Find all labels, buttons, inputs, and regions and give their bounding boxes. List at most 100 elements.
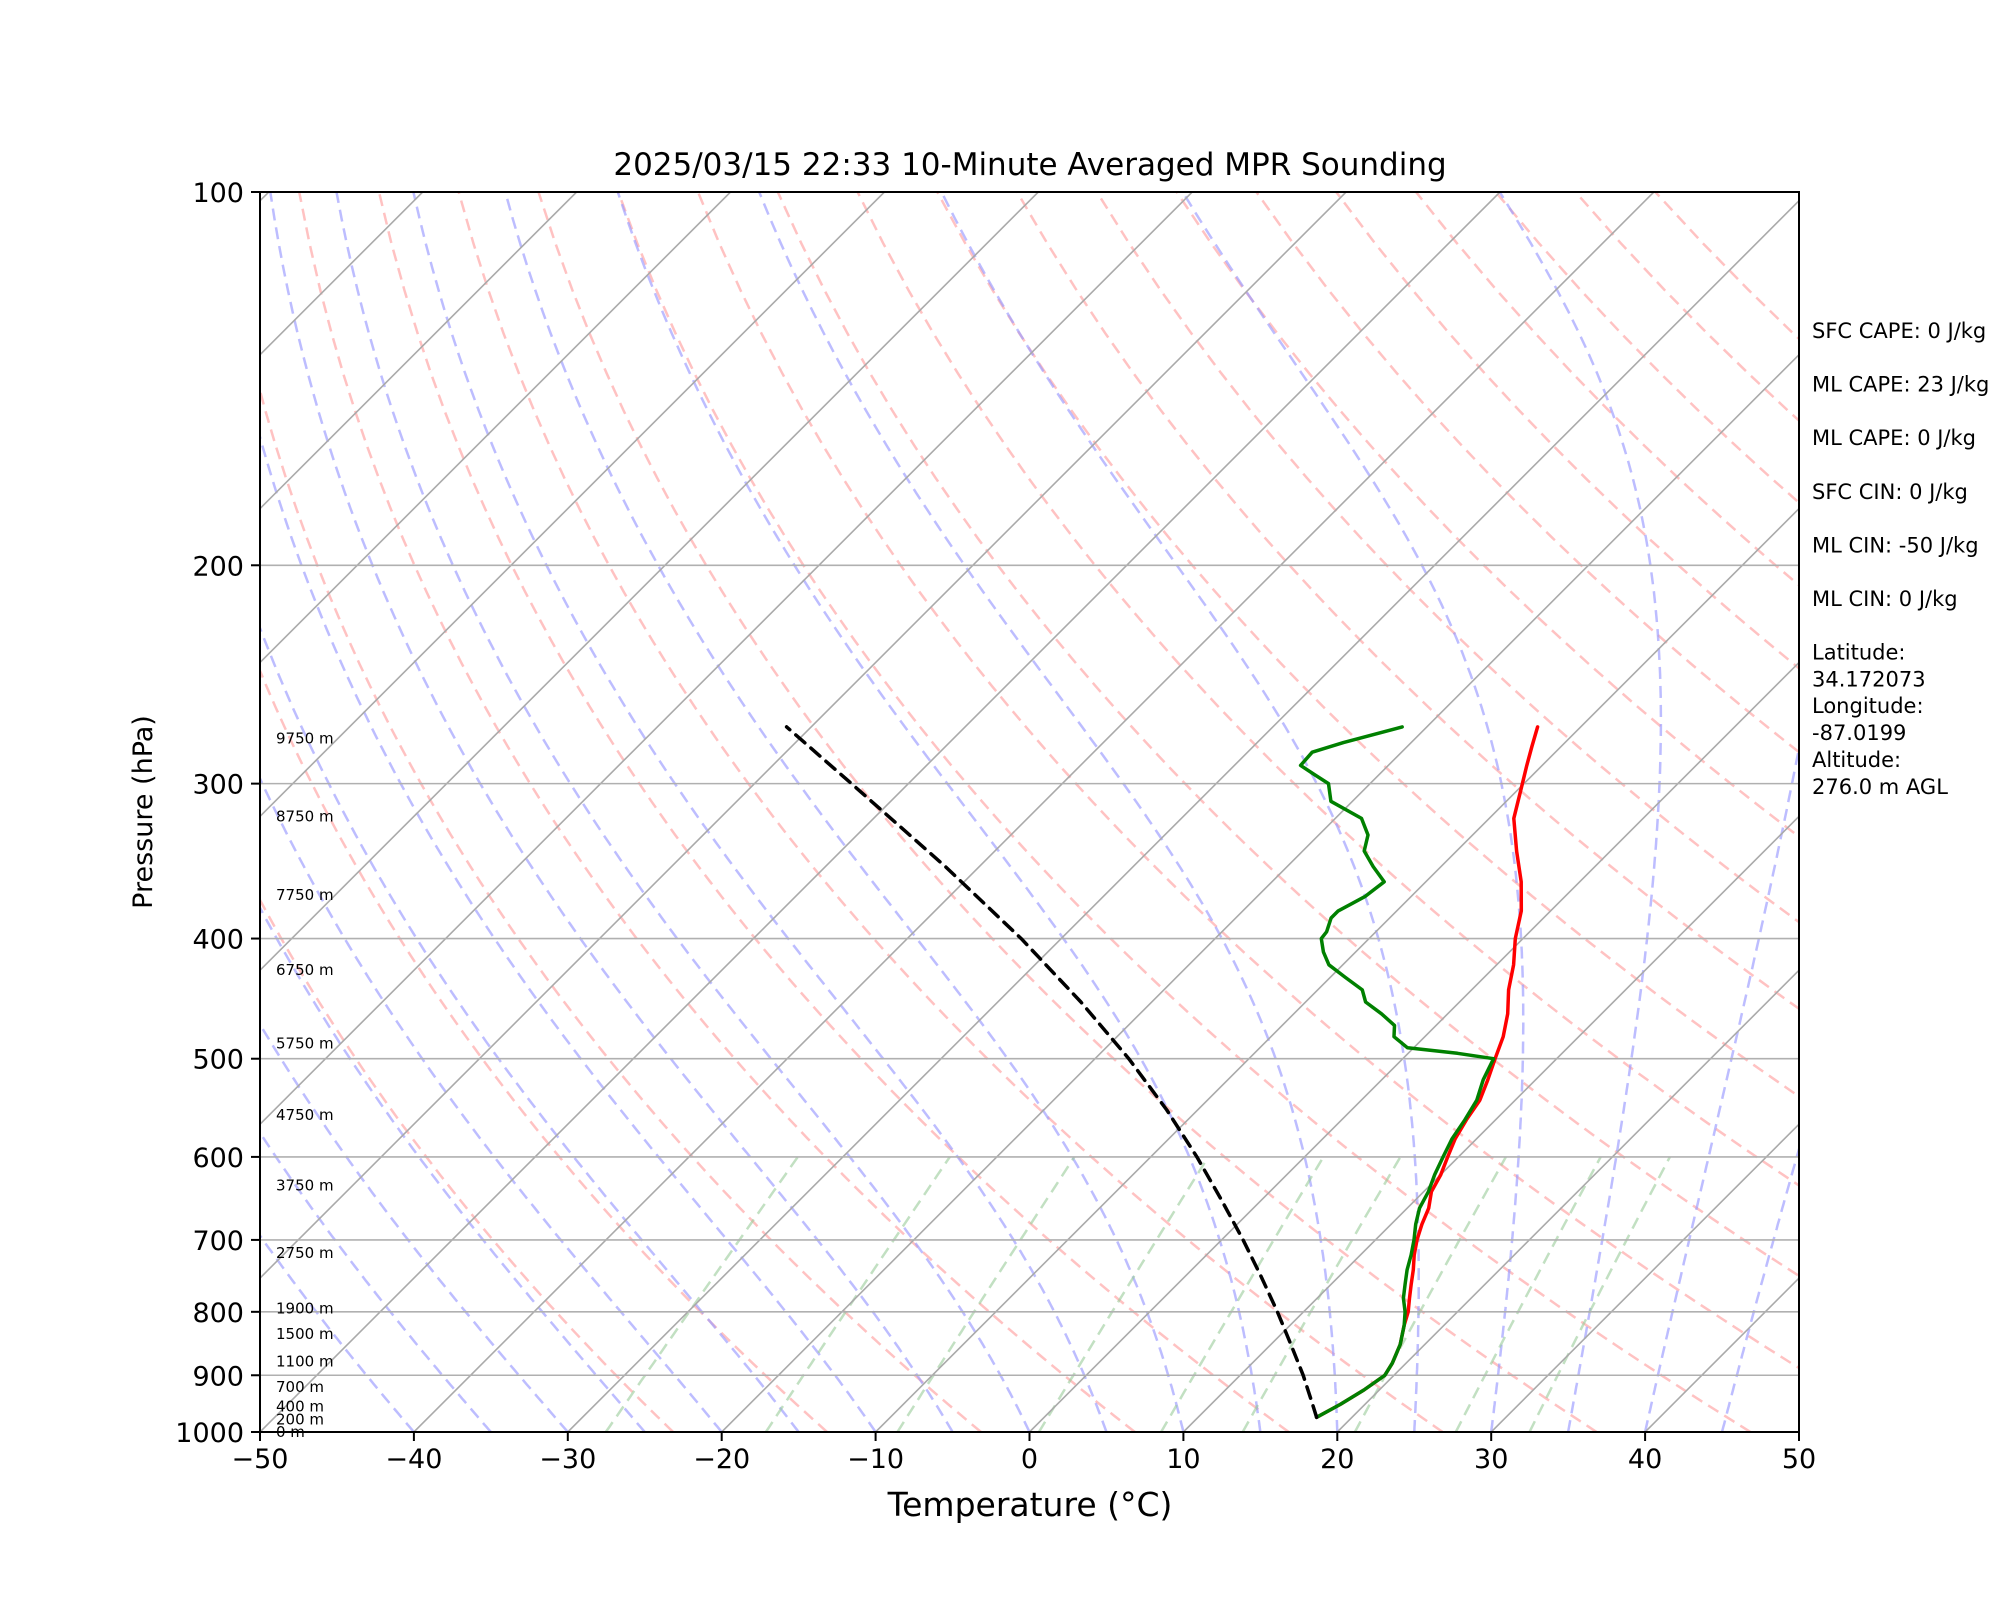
isotherm [260, 192, 885, 818]
isotherm [1490, 1123, 1799, 1432]
x-tick-label: −50 [232, 1444, 289, 1475]
x-tick-label: −20 [693, 1444, 750, 1475]
dry-adiabat [617, 192, 1752, 1432]
x-tick-label: 40 [1628, 1444, 1662, 1475]
height-label: 0 m [276, 1423, 305, 1441]
isotherm [567, 199, 1799, 1432]
height-label: 7750 m [276, 886, 334, 904]
parameter-annotation: ML CAPE: 0 J/kg [1812, 426, 1976, 450]
dry-adiabat [260, 385, 982, 1432]
parcel-profile [784, 725, 1319, 1420]
y-tick-label: 500 [192, 1045, 244, 1076]
moist-adiabat [1181, 192, 1525, 1432]
isotherm [260, 192, 578, 510]
height-label: 5750 m [276, 1034, 334, 1052]
y-tick-label: 1000 [175, 1418, 244, 1449]
dry-adiabat [537, 192, 1598, 1432]
parameter-annotation: Latitude: 34.172073 [1812, 641, 1926, 692]
isotherm [413, 192, 1655, 1432]
dry-adiabat [856, 192, 1799, 1187]
y-tick-label: 200 [192, 551, 244, 582]
chart-title: 2025/03/15 22:33 10-Minute Averaged MPR … [613, 147, 1446, 183]
x-tick-label: −10 [847, 1444, 904, 1475]
dry-adiabat [377, 192, 1290, 1432]
moist-adiabat [1498, 192, 1663, 1432]
y-tick-label: 400 [192, 925, 244, 956]
moist-adiabat [940, 192, 1420, 1432]
y-tick-label: 600 [192, 1143, 244, 1174]
moist-adiabat [616, 192, 1262, 1432]
isotherm [260, 192, 1501, 1432]
sounding-series [784, 725, 1540, 1420]
x-tick-label: 0 [1021, 1444, 1038, 1475]
moist-adiabat [260, 624, 800, 1432]
dry-adiabat [260, 667, 828, 1432]
isotherm [721, 353, 1799, 1432]
dry-adiabat [1095, 192, 1799, 924]
height-label: 9750 m [276, 730, 334, 748]
isotherm [0, 192, 115, 1432]
mixing-ratio-line [1454, 1156, 1602, 1432]
dry-adiabat [297, 192, 1136, 1432]
height-label: 200 m [276, 1410, 324, 1428]
moist-adiabat [260, 905, 646, 1432]
dry-adiabat [260, 897, 675, 1432]
isotherm [260, 192, 1193, 1126]
moist-adiabat [260, 775, 723, 1432]
height-label: 8750 m [276, 808, 334, 826]
parameter-annotation: ML CAPE: 23 J/kg [1812, 373, 1989, 397]
y-tick-label: 900 [192, 1361, 244, 1392]
x-tick-label: 30 [1474, 1444, 1508, 1475]
x-tick-label: −40 [385, 1444, 442, 1475]
y-tick-label: 300 [192, 770, 244, 801]
dewpoint-profile [1298, 725, 1496, 1420]
dry-adiabat [1175, 192, 1799, 839]
parameter-annotation: Altitude: 276.0 m AGL [1812, 748, 1948, 799]
isotherm [1182, 815, 1799, 1432]
parameter-annotation: SFC CAPE: 0 J/kg [1812, 319, 1986, 343]
parameter-annotation: SFC CIN: 0 J/kg [1812, 480, 1968, 504]
x-tick-label: 10 [1166, 1444, 1200, 1475]
x-tick-label: −30 [539, 1444, 596, 1475]
mixing-ratio-line [1528, 1156, 1672, 1432]
plot-frame [259, 191, 1800, 1433]
dry-adiabat [457, 192, 1444, 1432]
isotherm [875, 507, 1799, 1432]
height-label: 2750 m [276, 1244, 334, 1262]
height-label: 1100 m [276, 1352, 334, 1370]
background-lines [0, 192, 1799, 1432]
mixing-ratio-line [1037, 1156, 1210, 1432]
isotherm [260, 192, 1347, 1280]
height-label: 6750 m [276, 961, 334, 979]
mixing-ratio-line [604, 1156, 799, 1432]
moist-adiabat [269, 192, 954, 1432]
height-label: 3750 m [276, 1177, 334, 1195]
height-label: 4750 m [276, 1106, 334, 1124]
x-axis-ticks: −50 −40 −30 −20 −10 0 10 20 30 40 50 [232, 1432, 1816, 1475]
dry-adiabat [696, 192, 1799, 1370]
height-label: 1900 m [276, 1299, 334, 1317]
isotherm [260, 192, 1039, 972]
y-tick-label: 800 [192, 1298, 244, 1329]
x-tick-label: 50 [1782, 1444, 1816, 1475]
moist-adiabat [260, 1130, 492, 1432]
y-tick-label: 700 [192, 1226, 244, 1257]
height-label: 1500 m [276, 1325, 334, 1343]
moist-adiabat [412, 192, 1108, 1432]
dry-adiabat [1255, 192, 1799, 754]
height-label: 700 m [276, 1378, 324, 1396]
moist-adiabat [260, 432, 877, 1432]
y-axis-ticks: 100 200 300 400 500 600 700 800 900 1000 [175, 178, 260, 1449]
moist-adiabat [260, 1021, 569, 1432]
x-tick-label: 20 [1320, 1444, 1354, 1475]
height-label: 400 m [276, 1398, 324, 1416]
moist-adiabat [758, 192, 1339, 1432]
mixing-ratio-line [896, 1156, 1076, 1432]
parameter-annotation: Longitude: -87.0199 [1812, 694, 1924, 745]
moist-adiabat [504, 192, 1185, 1432]
y-axis-label: Pressure (hPa) [128, 715, 159, 909]
moist-adiabat [335, 192, 1031, 1432]
isotherm [260, 192, 732, 664]
